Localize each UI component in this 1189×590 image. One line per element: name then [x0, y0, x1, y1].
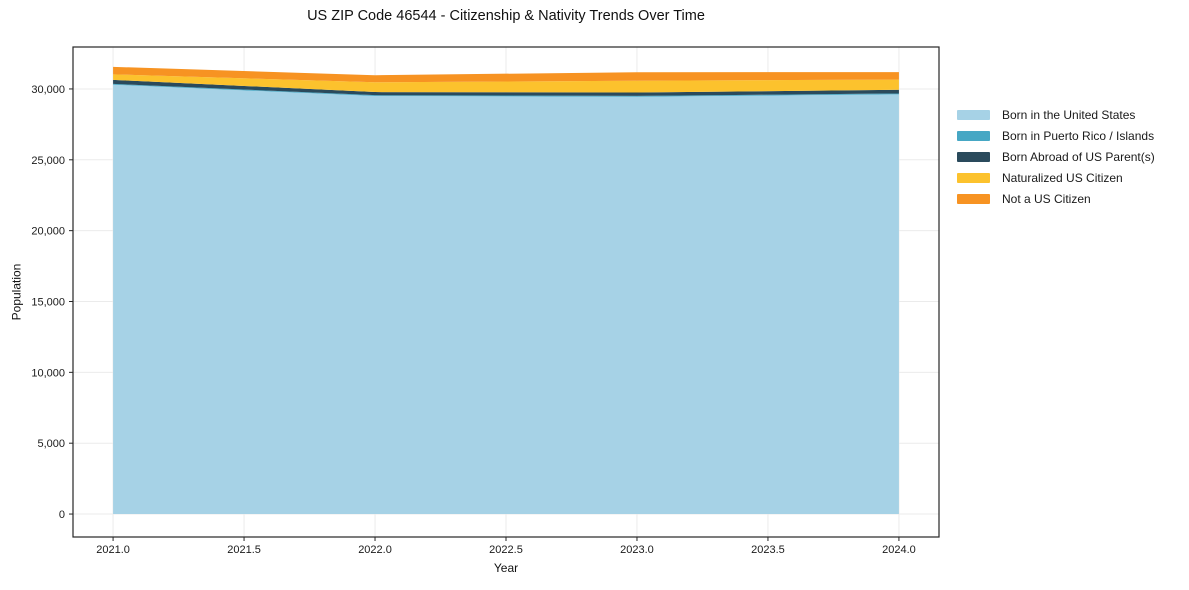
- y-tick-label: 10,000: [31, 367, 65, 379]
- legend-label: Naturalized US Citizen: [1002, 170, 1123, 185]
- stacked-areas: [113, 66, 899, 515]
- legend-swatch: [957, 193, 990, 204]
- legend-label: Born in Puerto Rico / Islands: [1002, 128, 1155, 143]
- x-axis-label: Year: [493, 561, 519, 575]
- y-axis-ticks: 0 5,000 10,000 15,000 20,000 25,000 30,000: [31, 84, 73, 521]
- y-axis-label-box: Population: [3, 47, 29, 537]
- x-tick-label: 2021.5: [227, 544, 261, 556]
- legend-item-3: Naturalized US Citizen: [957, 167, 1187, 188]
- y-tick-label: 5,000: [37, 438, 65, 450]
- area-series-4: [113, 66, 899, 83]
- y-tick-label: 30,000: [31, 84, 65, 96]
- legend-swatch: [957, 151, 990, 162]
- y-tick-label: 20,000: [31, 226, 65, 238]
- x-tick-label: 2023.0: [620, 544, 654, 556]
- x-tick-label: 2021.0: [96, 544, 130, 556]
- legend-label: Not a US Citizen: [1002, 191, 1091, 206]
- legend: Born in the United States Born in Puerto …: [957, 104, 1187, 209]
- x-tick-label: 2024.0: [882, 544, 916, 556]
- y-axis-label: Population: [9, 263, 23, 321]
- legend-swatch: [957, 172, 990, 183]
- x-tick-label: 2022.5: [489, 544, 523, 556]
- area-series-3: [113, 74, 899, 93]
- x-axis-ticks: 2021.0 2021.5 2022.0 2022.5 2023.0 2023.5 2024…: [96, 537, 916, 556]
- area-series-2: [113, 79, 899, 96]
- legend-item-4: Not a US Citizen: [957, 188, 1187, 209]
- legend-item-0: Born in the United States: [957, 104, 1187, 125]
- legend-swatch: [957, 109, 990, 120]
- legend-swatch: [957, 130, 990, 141]
- x-tick-label: 2022.0: [358, 544, 392, 556]
- legend-label: Born Abroad of US Parent(s): [1002, 149, 1155, 164]
- y-tick-label: 0: [59, 509, 65, 521]
- chart-title: US ZIP Code 46544 - Citizenship & Nativi…: [307, 8, 705, 24]
- legend-label: Born in the United States: [1002, 107, 1136, 122]
- area-series-0: [113, 84, 899, 515]
- x-tick-label: 2023.5: [751, 544, 785, 556]
- y-tick-label: 15,000: [31, 296, 65, 308]
- y-tick-label: 25,000: [31, 155, 65, 167]
- legend-item-1: Born in Puerto Rico / Islands: [957, 125, 1187, 146]
- legend-item-2: Born Abroad of US Parent(s): [957, 146, 1187, 167]
